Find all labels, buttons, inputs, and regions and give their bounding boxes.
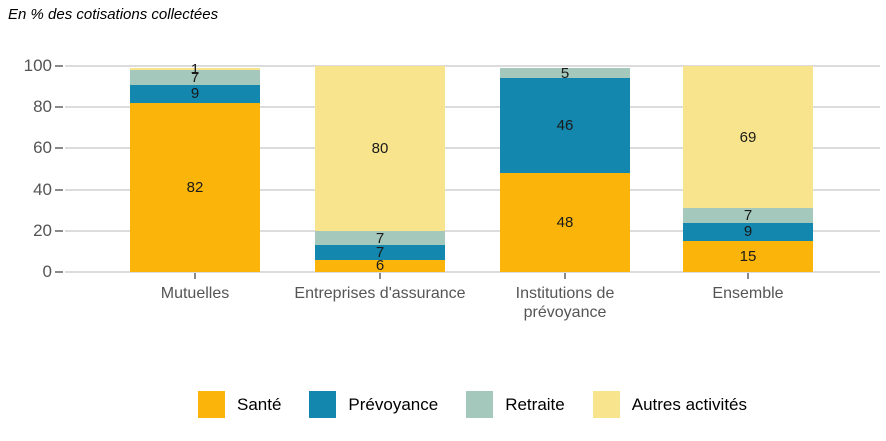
x-axis-tick-mark <box>564 273 566 279</box>
legend-item: Autres activités <box>592 391 747 418</box>
bar-segment <box>500 68 630 79</box>
bar-segment <box>683 222 813 242</box>
y-axis-tick-mark <box>55 229 63 232</box>
legend-item-label: Santé <box>236 394 282 414</box>
legend-item-label: Autres activités <box>631 394 747 414</box>
bar-segment <box>130 103 260 272</box>
legend-color-swatch <box>197 391 225 418</box>
legend: Santé Prévoyance Retraite Autres activités <box>65 391 880 418</box>
bar-segment <box>683 208 813 223</box>
gridline <box>65 229 880 232</box>
y-axis-tick-label: 40 <box>33 179 52 199</box>
bar-segment <box>130 70 260 85</box>
gridline <box>65 188 880 191</box>
y-axis-tick-mark <box>55 65 63 67</box>
bar-segment <box>500 78 630 174</box>
bar-segment <box>315 245 445 260</box>
legend-color-swatch <box>592 391 620 418</box>
bar: 82 9 7 1 <box>130 62 260 272</box>
y-axis-tick-label: 80 <box>33 97 52 117</box>
x-axis-tick-mark <box>379 273 381 279</box>
x-axis-tick-mark <box>747 273 749 279</box>
chart-title: En % des cotisations collectées <box>8 6 219 23</box>
legend-item: Retraite <box>466 391 565 418</box>
legend-item-label: Prévoyance <box>348 394 439 414</box>
y-axis-tick-mark <box>55 147 63 150</box>
bar-segment <box>130 68 260 71</box>
bar-segment <box>130 84 260 104</box>
bar-segment <box>500 173 630 272</box>
y-axis-tick-label: 60 <box>33 138 52 158</box>
bar-segment <box>683 241 813 272</box>
y-axis-tick-mark <box>55 188 63 191</box>
legend-color-swatch <box>309 391 337 418</box>
bar-segment <box>315 259 445 272</box>
y-axis-tick-label: 100 <box>23 56 52 75</box>
plot-area: 82 9 7 1 6 7 7 80 48 46 5 15 9 7 69 <box>65 62 880 273</box>
gridline <box>65 147 880 150</box>
bar: 48 46 5 <box>500 66 630 272</box>
x-axis-category-label: Ensemble <box>712 285 784 302</box>
bar: 15 9 7 69 <box>683 66 813 272</box>
x-axis-tick-mark <box>194 273 196 279</box>
gridline <box>65 106 880 109</box>
gridline <box>65 65 880 67</box>
y-axis-tick-mark <box>55 271 63 273</box>
legend-item: Prévoyance <box>309 391 438 418</box>
bar-segment <box>683 66 813 209</box>
legend-item: Santé <box>197 391 282 418</box>
x-axis-category-label: Mutuelles <box>160 285 230 302</box>
legend-item-label: Retraite <box>505 394 565 414</box>
y-axis-tick-label: 20 <box>33 220 52 240</box>
gridline <box>65 271 880 273</box>
x-axis-category-label: Entreprises d'assurance <box>294 285 466 302</box>
y-axis-tick-mark <box>55 106 63 109</box>
x-axis-category-label: Institutions de prévoyance <box>515 285 615 321</box>
bar: 6 7 7 80 <box>315 66 445 273</box>
y-axis-tick-label: 0 <box>42 262 52 281</box>
bar-segment <box>315 66 445 231</box>
legend-color-swatch <box>466 391 494 418</box>
bar-segment <box>315 230 445 246</box>
